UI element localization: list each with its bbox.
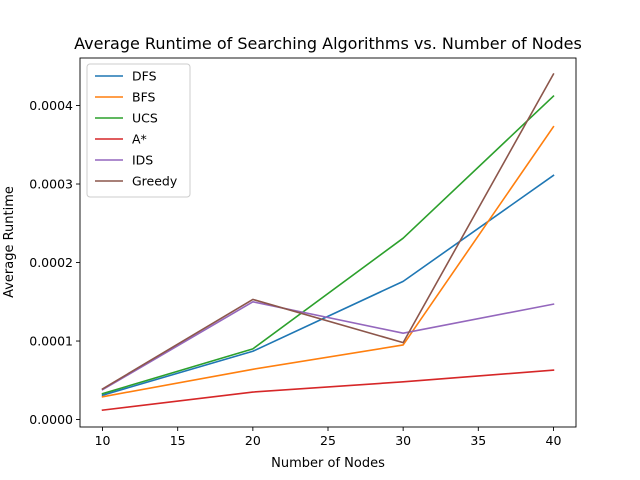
- y-tick-label: 0.0001: [29, 334, 73, 349]
- series-layer: [101, 73, 555, 412]
- y-axis-ticks: 0.0000 0.0001 0.0002 0.0003 0.0004: [29, 98, 80, 427]
- legend: DFS BFS UCS A* IDS Greedy: [86, 63, 191, 198]
- x-axis-label: Number of Nodes: [271, 456, 385, 471]
- x-axis-ticks: 10 15 20 25 30 35 40: [95, 427, 562, 448]
- y-tick-label: 0.0002: [29, 255, 73, 270]
- x-tick-label: 30: [395, 433, 411, 448]
- y-tick-label: 0.0003: [29, 177, 73, 192]
- x-tick-label: 40: [546, 433, 562, 448]
- legend-label: DFS: [132, 69, 157, 84]
- x-tick-label: 15: [170, 433, 186, 448]
- legend-label: Greedy: [132, 174, 178, 189]
- legend-label: BFS: [132, 90, 156, 105]
- series-line-4: [101, 300, 555, 391]
- series-line-0: [101, 174, 555, 397]
- x-tick-label: 20: [245, 433, 261, 448]
- legend-label: UCS: [132, 111, 158, 126]
- x-tick-label: 25: [320, 433, 336, 448]
- series-line-5: [101, 73, 555, 391]
- y-tick-label: 0.0004: [29, 98, 73, 113]
- series-line-3: [101, 369, 555, 412]
- series-line-2: [101, 94, 555, 395]
- chart-title: Average Runtime of Searching Algorithms …: [74, 34, 582, 53]
- x-tick-label: 10: [95, 433, 111, 448]
- series-line-1: [101, 125, 555, 398]
- y-axis-label: Average Runtime: [2, 186, 17, 298]
- x-tick-label: 35: [470, 433, 486, 448]
- legend-label: A*: [132, 132, 147, 147]
- legend-label: IDS: [132, 153, 153, 168]
- y-tick-label: 0.0000: [29, 412, 73, 427]
